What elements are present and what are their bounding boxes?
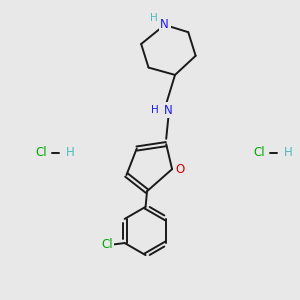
Text: H: H bbox=[150, 14, 158, 23]
Text: H: H bbox=[151, 105, 159, 115]
Text: H: H bbox=[284, 146, 293, 159]
Text: Cl: Cl bbox=[101, 238, 113, 251]
Text: N: N bbox=[160, 18, 169, 32]
Text: Cl: Cl bbox=[253, 146, 265, 159]
Text: Cl: Cl bbox=[35, 146, 47, 159]
Text: N: N bbox=[164, 104, 173, 117]
Text: O: O bbox=[176, 163, 185, 176]
Text: H: H bbox=[66, 146, 75, 159]
